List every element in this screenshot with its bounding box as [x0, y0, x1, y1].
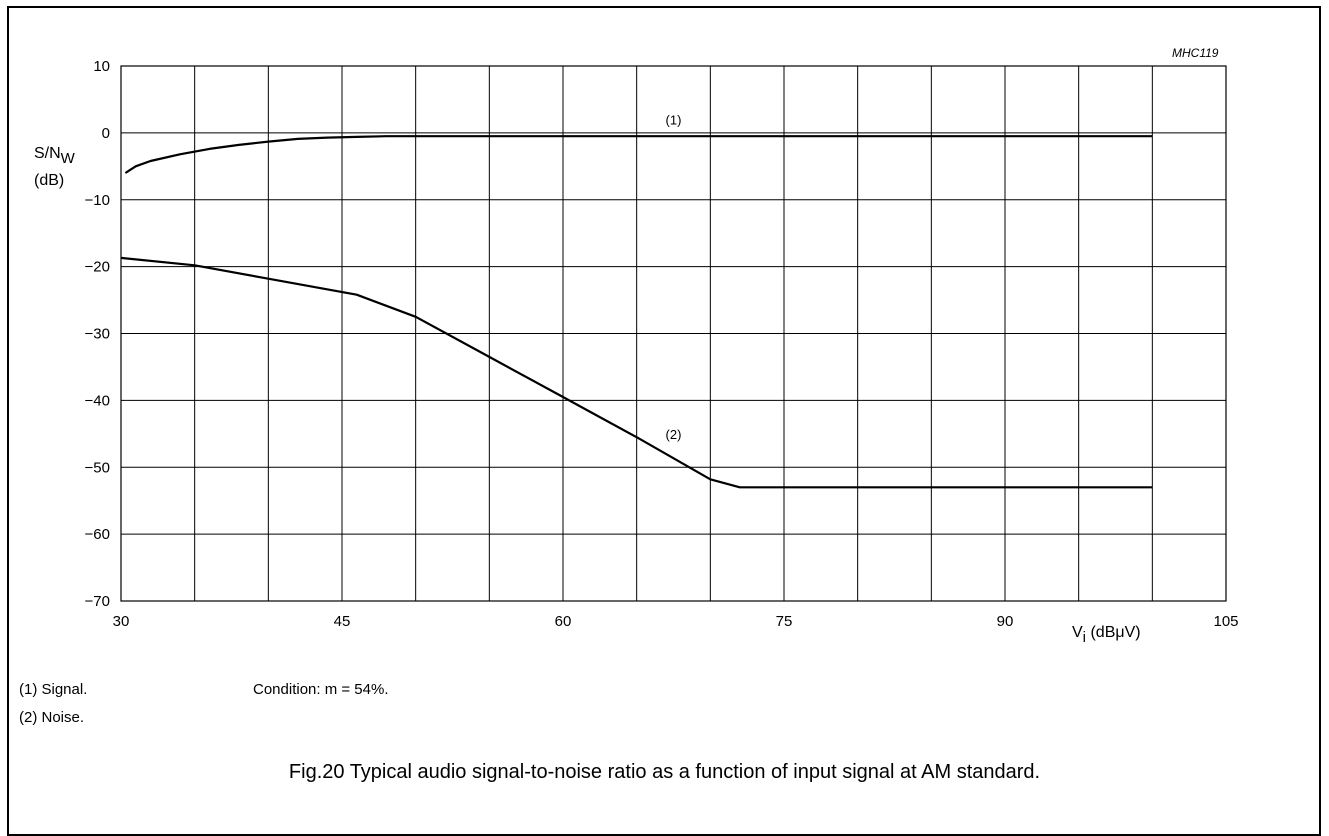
y-axis-label-sub: W [60, 150, 75, 167]
x-tick-label: 60 [555, 613, 572, 630]
y-tick-label: −50 [85, 459, 110, 476]
series-labels: (1) (2) [666, 113, 682, 442]
y-tick-label: −70 [85, 593, 110, 610]
y-tick-label: −40 [85, 392, 110, 409]
y-tick-labels: 10 0 −10 −20 −30 −40 −50 −60 −70 [85, 58, 110, 610]
series-label-1: (1) [666, 113, 682, 128]
y-axis-label-main: S/N [34, 145, 61, 162]
x-tick-label: 30 [113, 613, 130, 630]
series-line-1 [124, 135, 1153, 174]
x-axis-unit: (dBμV) [1086, 624, 1141, 641]
y-tick-label: −10 [85, 192, 110, 209]
note-noise: (2) Noise. [19, 709, 85, 726]
figure-caption: Fig.20 Typical audio signal-to-noise rat… [288, 761, 1041, 783]
x-tick-label: 90 [997, 613, 1014, 630]
y-tick-label: −60 [85, 526, 110, 543]
x-axis-label: Vi (dBμV) [1072, 624, 1141, 646]
note-condition: Condition: m = 54%. [253, 681, 389, 698]
x-tick-label: 75 [776, 613, 793, 630]
grid [120, 65, 1227, 602]
y-tick-label: 0 [102, 125, 110, 142]
series-line-2 [120, 256, 1153, 489]
x-tick-label: 105 [1213, 613, 1238, 630]
note-signal: (1) Signal. [19, 681, 88, 698]
figure-code: MHC119 [1172, 46, 1219, 60]
y-axis-unit: (dB) [34, 172, 65, 189]
y-tick-label: −20 [85, 259, 110, 276]
y-tick-label: −30 [85, 326, 110, 343]
x-axis-label-main: V [1072, 624, 1083, 641]
chart-svg: 10 0 −10 −20 −30 −40 −50 −60 −70 30 45 60 75 90 105 (… [85, 58, 1239, 630]
y-axis-label: S/NW (dB) [34, 143, 75, 192]
series-lines [120, 135, 1153, 489]
series-label-2: (2) [666, 427, 682, 442]
y-tick-label: 10 [93, 58, 110, 75]
plot-border [120, 65, 1227, 602]
x-tick-label: 45 [334, 613, 351, 630]
x-tick-labels: 30 45 60 75 90 105 [113, 613, 1239, 630]
x-axis-label-sub: i [1082, 629, 1087, 646]
